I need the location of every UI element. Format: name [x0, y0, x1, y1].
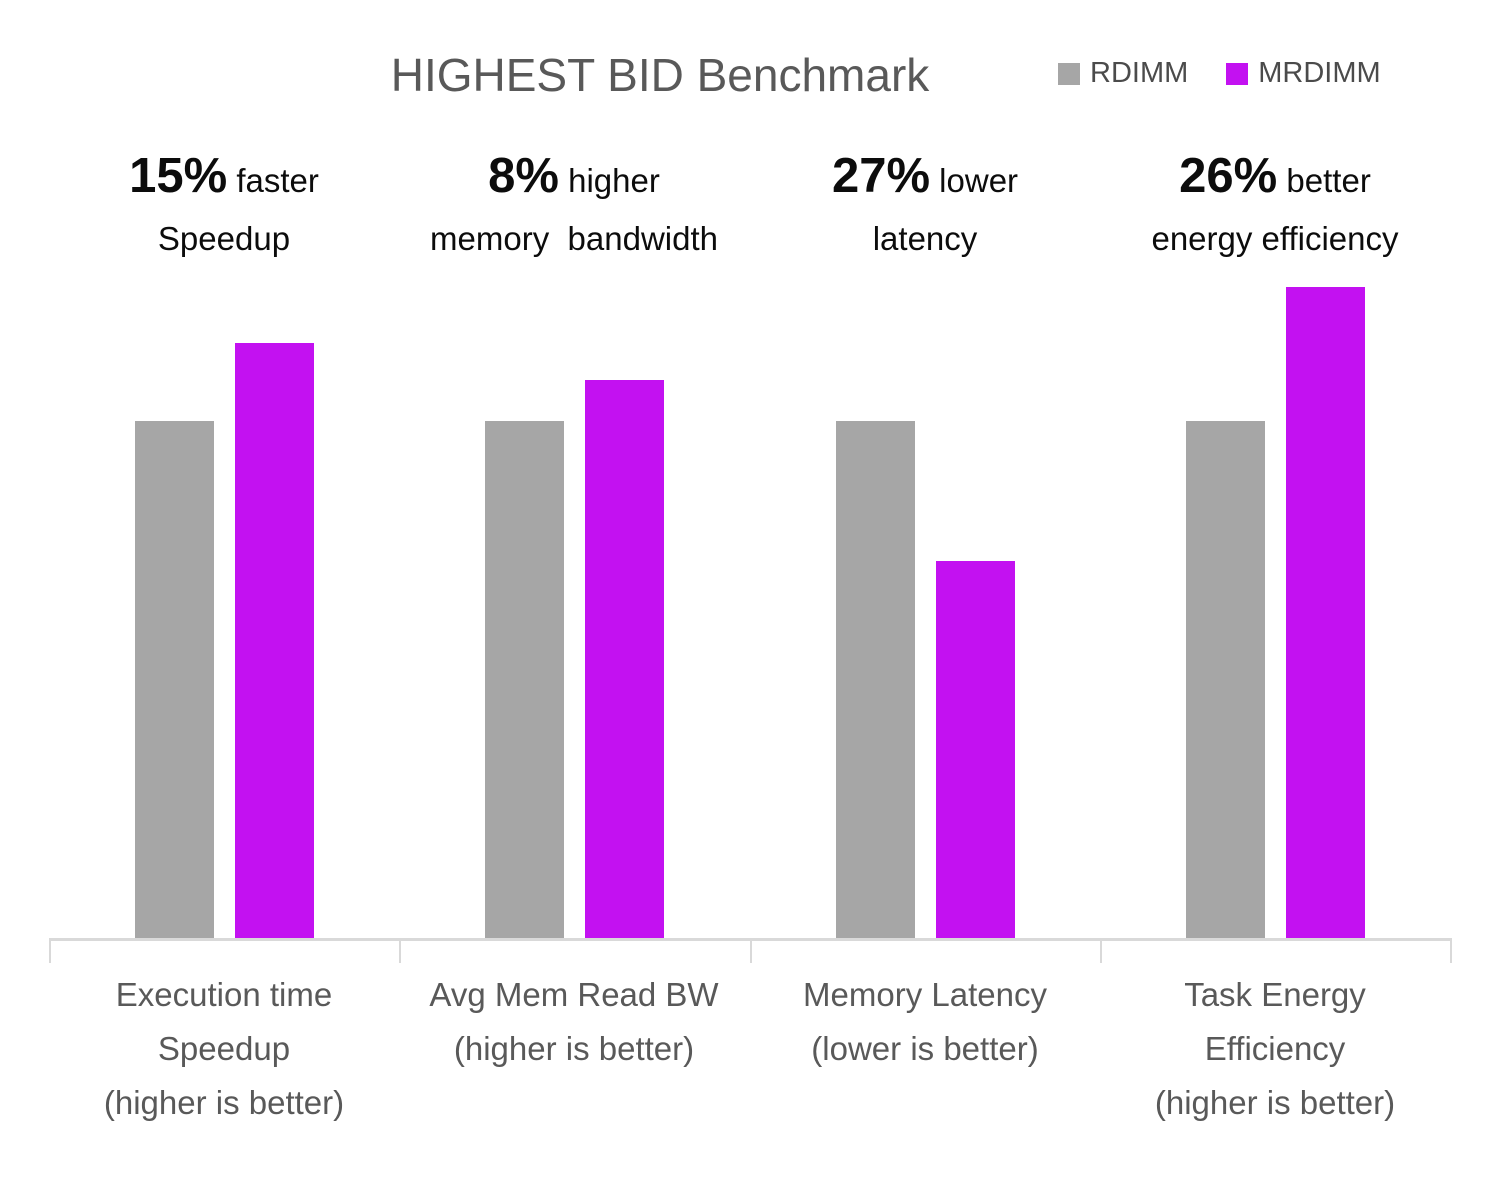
category-label-1: Avg Mem Read BW (higher is better): [399, 968, 749, 1076]
annotation-0-headline: 15% faster: [49, 146, 399, 211]
x-axis-tick-1: [399, 938, 401, 963]
bar-rdimm-1: [485, 421, 564, 938]
annotation-2-headline: 27% lower: [750, 146, 1100, 211]
category-label-3: Task Energy Efficiency (higher is better): [1100, 968, 1450, 1130]
annotation-1-suffix: higher: [558, 162, 660, 199]
bar-rdimm-0: [135, 421, 214, 938]
category-label-2-line-0: Memory Latency: [803, 976, 1047, 1013]
category-label-1-line-1: (higher is better): [453, 1030, 695, 1067]
legend-label-rdimm: RDIMM: [1090, 57, 1189, 89]
bar-rdimm-2: [836, 421, 915, 938]
legend-swatch-rdimm-icon: [1058, 62, 1080, 85]
bar-mrdimm-2: [936, 561, 1015, 938]
category-label-3-line-0: Task Energy: [1184, 976, 1366, 1013]
annotation-3: 26% better energy efficiency: [1100, 146, 1450, 261]
category-label-0: Execution time Speedup (higher is better): [49, 968, 399, 1130]
annotation-3-suffix: better: [1277, 162, 1371, 199]
bar-mrdimm-3: [1286, 287, 1365, 938]
x-axis-tick-4: [1450, 938, 1452, 963]
category-label-2: Memory Latency (lower is better): [750, 968, 1100, 1076]
annotation-0-suffix: faster: [227, 162, 319, 199]
annotation-2: 27% lower latency: [750, 146, 1100, 261]
category-label-1-line-0: Avg Mem Read BW: [429, 976, 719, 1013]
category-label-3-line-1: Efficiency: [1204, 1030, 1346, 1067]
bar-rdimm-3: [1186, 421, 1265, 938]
annotation-1-line2: memory bandwidth: [430, 220, 718, 257]
category-label-3-line-2: (higher is better): [1154, 1084, 1396, 1121]
legend-item-mrdimm: MRDIMM: [1226, 57, 1381, 90]
annotation-2-suffix: lower: [930, 162, 1019, 199]
category-label-0-line-2: (higher is better): [103, 1084, 345, 1121]
x-axis-tick-0: [49, 938, 51, 963]
x-axis-tick-3: [1100, 938, 1102, 963]
annotation-3-headline: 26% better: [1100, 146, 1450, 211]
annotation-3-percent: 26%: [1179, 149, 1278, 203]
plot-area: [49, 0, 1450, 938]
annotation-0-line2: Speedup: [157, 220, 291, 257]
x-axis-tick-2: [750, 938, 752, 963]
legend: RDIMM MRDIMM: [1058, 57, 1381, 90]
annotation-0-percent: 15%: [129, 149, 228, 203]
bar-mrdimm-0: [235, 343, 314, 938]
annotation-1-percent: 8%: [488, 149, 559, 203]
chart-title: HIGHEST BID Benchmark: [390, 49, 930, 101]
legend-label-mrdimm: MRDIMM: [1258, 57, 1381, 89]
annotation-1-headline: 8% higher: [399, 146, 749, 211]
annotation-2-percent: 27%: [831, 149, 931, 203]
category-label-2-line-1: (lower is better): [811, 1030, 1039, 1067]
bar-mrdimm-1: [585, 380, 664, 938]
legend-item-rdimm: RDIMM: [1058, 57, 1188, 90]
annotation-1: 8% higher memory bandwidth: [399, 146, 749, 261]
legend-swatch-mrdimm-icon: [1226, 62, 1249, 85]
annotation-3-line2: energy efficiency: [1151, 220, 1399, 257]
category-label-0-line-0: Execution time: [115, 976, 333, 1013]
category-label-0-line-1: Speedup: [157, 1030, 291, 1067]
annotation-0: 15% faster Speedup: [49, 146, 399, 261]
annotation-2-line2: latency: [872, 220, 978, 257]
